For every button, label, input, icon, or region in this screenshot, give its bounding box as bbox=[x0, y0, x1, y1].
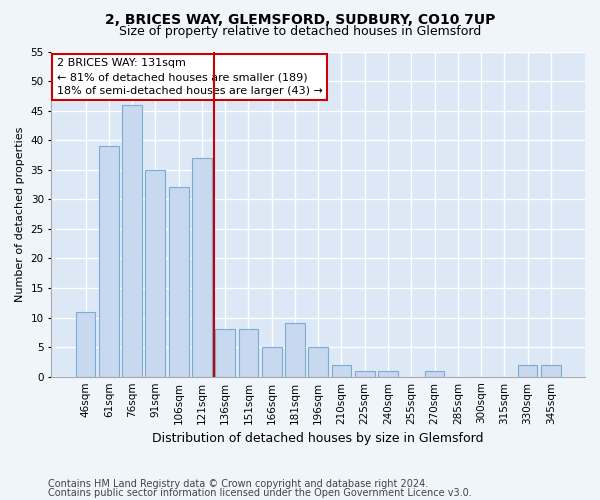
Bar bbox=[262, 347, 281, 376]
Bar bbox=[541, 365, 561, 376]
X-axis label: Distribution of detached houses by size in Glemsford: Distribution of detached houses by size … bbox=[152, 432, 484, 445]
Bar bbox=[122, 104, 142, 376]
Text: 2, BRICES WAY, GLEMSFORD, SUDBURY, CO10 7UP: 2, BRICES WAY, GLEMSFORD, SUDBURY, CO10 … bbox=[105, 12, 495, 26]
Bar bbox=[215, 330, 235, 376]
Bar bbox=[99, 146, 119, 376]
Bar bbox=[239, 330, 259, 376]
Text: 2 BRICES WAY: 131sqm
← 81% of detached houses are smaller (189)
18% of semi-deta: 2 BRICES WAY: 131sqm ← 81% of detached h… bbox=[57, 58, 323, 96]
Bar bbox=[355, 371, 374, 376]
Bar bbox=[332, 365, 352, 376]
Bar bbox=[378, 371, 398, 376]
Bar bbox=[425, 371, 445, 376]
Bar bbox=[308, 347, 328, 376]
Bar bbox=[285, 324, 305, 376]
Bar bbox=[145, 170, 165, 376]
Bar bbox=[169, 188, 188, 376]
Bar bbox=[518, 365, 538, 376]
Bar bbox=[192, 158, 212, 376]
Bar bbox=[76, 312, 95, 376]
Y-axis label: Number of detached properties: Number of detached properties bbox=[15, 126, 25, 302]
Text: Contains HM Land Registry data © Crown copyright and database right 2024.: Contains HM Land Registry data © Crown c… bbox=[48, 479, 428, 489]
Text: Contains public sector information licensed under the Open Government Licence v3: Contains public sector information licen… bbox=[48, 488, 472, 498]
Text: Size of property relative to detached houses in Glemsford: Size of property relative to detached ho… bbox=[119, 25, 481, 38]
